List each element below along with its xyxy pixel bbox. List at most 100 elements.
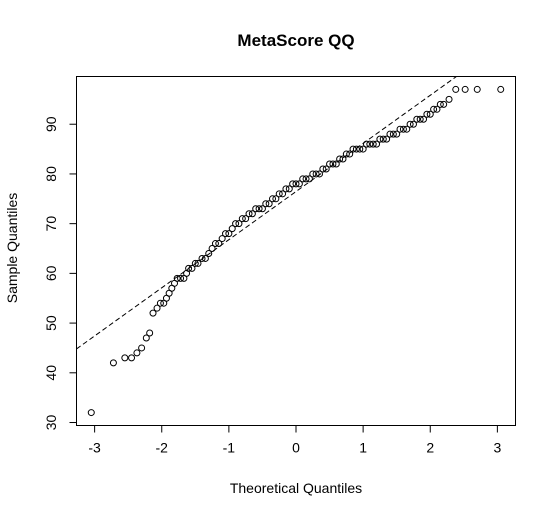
qq-point xyxy=(275,190,283,198)
qq-point xyxy=(339,155,347,163)
qq-point xyxy=(188,264,196,272)
y-axis-label: Sample Quantiles xyxy=(4,193,20,304)
qq-point xyxy=(238,215,246,223)
x-tick-label: 1 xyxy=(359,440,367,456)
points-layer xyxy=(87,85,505,417)
qq-point xyxy=(413,115,421,123)
x-tick-label: -2 xyxy=(156,440,169,456)
plot-frame xyxy=(76,76,516,426)
qq-point xyxy=(252,205,260,213)
y-tick-label: 60 xyxy=(43,265,59,281)
qq-point xyxy=(262,200,270,208)
qq-point xyxy=(138,344,146,352)
qq-point xyxy=(201,254,209,262)
qq-point xyxy=(389,130,397,138)
qq-point xyxy=(302,175,310,183)
y-tick-label: 90 xyxy=(43,116,59,132)
qq-point xyxy=(497,85,505,93)
qq-point xyxy=(356,145,364,153)
qq-point xyxy=(326,160,334,168)
qq-point xyxy=(255,205,263,213)
qq-point xyxy=(289,180,297,188)
qq-point xyxy=(362,140,370,148)
qq-point xyxy=(225,230,233,238)
qq-point xyxy=(149,309,157,317)
qq-point xyxy=(416,115,424,123)
qq-point xyxy=(336,155,344,163)
qq-point xyxy=(452,85,460,93)
qq-point xyxy=(369,140,377,148)
qq-point xyxy=(205,249,213,257)
qq-point xyxy=(211,240,219,248)
qq-point xyxy=(426,110,434,118)
qq-point xyxy=(329,160,337,168)
qq-point xyxy=(406,120,414,128)
qq-point xyxy=(177,274,185,282)
qq-point xyxy=(430,105,438,113)
x-tick-label: -1 xyxy=(223,440,236,456)
qq-point xyxy=(379,135,387,143)
x-tick-label: 3 xyxy=(493,440,501,456)
qq-point xyxy=(383,135,391,143)
qq-point xyxy=(393,130,401,138)
qq-point xyxy=(409,120,417,128)
qq-point xyxy=(265,200,273,208)
qq-point xyxy=(292,180,300,188)
qq-point xyxy=(173,274,181,282)
qq-point xyxy=(299,175,307,183)
qq-point xyxy=(87,409,95,417)
qq-point xyxy=(109,359,117,367)
qq-point xyxy=(146,329,154,337)
x-tick-label: -3 xyxy=(88,440,101,456)
qq-point xyxy=(208,245,216,253)
qq-point xyxy=(128,354,136,362)
qq-point xyxy=(269,195,277,203)
y-tick-label: 70 xyxy=(43,216,59,232)
x-axis-label: Theoretical Quantiles xyxy=(230,480,362,496)
qq-point xyxy=(191,259,199,267)
qq-point xyxy=(366,140,374,148)
qq-point xyxy=(315,170,323,178)
qq-point xyxy=(282,185,290,193)
x-tick-label: 0 xyxy=(292,440,300,456)
qq-point xyxy=(309,170,317,178)
qq-point xyxy=(272,195,280,203)
x-tick-label: 2 xyxy=(426,440,434,456)
qq-point xyxy=(156,299,164,307)
reference-line-layer xyxy=(76,76,457,350)
qq-point xyxy=(436,100,444,108)
qq-point xyxy=(185,264,193,272)
qq-point xyxy=(376,135,384,143)
qq-point xyxy=(461,85,469,93)
qq-point xyxy=(399,125,407,133)
qq-point xyxy=(198,254,206,262)
qq-point xyxy=(423,110,431,118)
qq-point xyxy=(342,150,350,158)
y-tick-label: 30 xyxy=(43,415,59,431)
qq-point xyxy=(232,220,240,228)
qq-point xyxy=(352,145,360,153)
qq-point xyxy=(153,304,161,312)
y-tick-label: 80 xyxy=(43,166,59,182)
qq-point xyxy=(245,210,253,218)
reference-line xyxy=(76,76,457,350)
qq-point xyxy=(295,180,303,188)
qq-point xyxy=(322,165,330,173)
qq-point xyxy=(218,235,226,243)
qq-point xyxy=(258,205,266,213)
qq-point xyxy=(194,259,202,267)
x-axis: -3 -2 -1 0 1 2 3 xyxy=(88,425,501,456)
qq-point xyxy=(222,230,230,238)
qq-point xyxy=(133,349,141,357)
qq-point xyxy=(349,145,357,153)
qq-point xyxy=(235,220,243,228)
qq-point xyxy=(473,85,481,93)
qq-point xyxy=(445,95,453,103)
qq-point xyxy=(346,150,354,158)
qq-point xyxy=(403,125,411,133)
qq-point xyxy=(359,145,367,153)
qq-point xyxy=(305,175,313,183)
qq-point xyxy=(319,165,327,173)
y-axis: 30 40 50 60 70 80 90 xyxy=(43,116,77,431)
